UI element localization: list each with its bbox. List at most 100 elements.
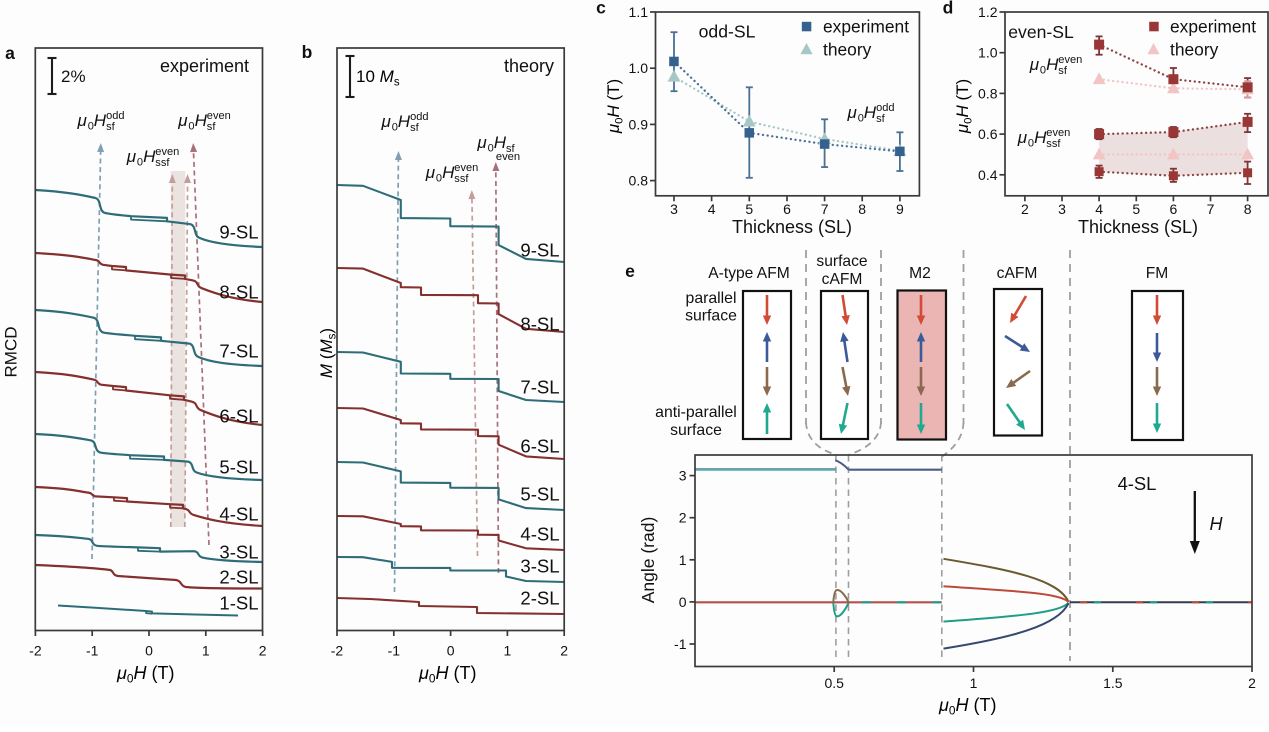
svg-text:9-SL: 9-SL <box>219 222 258 243</box>
svg-text:Thickness (SL): Thickness (SL) <box>1078 217 1198 237</box>
svg-text:a: a <box>5 43 15 63</box>
svg-text:7: 7 <box>821 201 829 217</box>
svg-text:1-SL: 1-SL <box>219 593 258 614</box>
svg-text:odd-SL: odd-SL <box>699 22 756 42</box>
svg-text:0: 0 <box>392 121 398 133</box>
svg-text:μ: μ <box>381 112 392 131</box>
svg-text:H: H <box>1210 514 1224 534</box>
svg-text:0: 0 <box>488 142 494 154</box>
svg-text:M (Ms): M (Ms) <box>317 328 339 378</box>
svg-text:4: 4 <box>708 201 716 217</box>
svg-text:8-SL: 8-SL <box>520 314 559 335</box>
svg-text:0: 0 <box>1028 137 1034 149</box>
svg-text:μ: μ <box>847 103 858 122</box>
svg-text:sf: sf <box>106 121 116 133</box>
svg-text:anti-parallel: anti-parallel <box>655 404 737 421</box>
svg-text:6: 6 <box>783 201 791 217</box>
svg-text:H: H <box>864 103 877 122</box>
svg-text:7: 7 <box>1207 201 1215 217</box>
svg-text:0.5: 0.5 <box>824 675 844 691</box>
svg-text:0: 0 <box>679 594 687 610</box>
svg-text:3: 3 <box>670 201 678 217</box>
svg-text:0: 0 <box>137 156 143 168</box>
svg-text:parallel: parallel <box>686 290 737 307</box>
svg-text:7-SL: 7-SL <box>520 377 559 398</box>
svg-text:μ0H (T): μ0H (T) <box>418 663 476 686</box>
svg-text:0.4: 0.4 <box>978 167 998 183</box>
svg-text:H: H <box>398 112 411 131</box>
svg-text:0.9: 0.9 <box>629 116 649 132</box>
svg-text:RMCD: RMCD <box>2 327 21 378</box>
svg-text:2-SL: 2-SL <box>520 588 559 609</box>
svg-text:H: H <box>494 133 507 152</box>
svg-text:experiment: experiment <box>823 17 909 37</box>
svg-text:ssf: ssf <box>155 157 170 169</box>
svg-text:-1: -1 <box>388 643 401 659</box>
svg-text:1.5: 1.5 <box>1103 675 1123 691</box>
svg-text:FM: FM <box>1146 265 1169 282</box>
svg-text:2-SL: 2-SL <box>219 567 258 588</box>
svg-text:0.6: 0.6 <box>978 126 998 142</box>
svg-text:cAFM: cAFM <box>822 271 863 288</box>
svg-text:e: e <box>625 261 635 281</box>
svg-text:0.8: 0.8 <box>629 173 649 189</box>
svg-text:sf: sf <box>410 122 420 134</box>
svg-text:3-SL: 3-SL <box>219 542 258 563</box>
svg-text:Thickness (SL): Thickness (SL) <box>732 217 852 237</box>
svg-text:d: d <box>943 0 954 18</box>
svg-text:9: 9 <box>896 201 904 217</box>
svg-text:8: 8 <box>858 201 866 217</box>
svg-text:5-SL: 5-SL <box>219 457 258 478</box>
svg-text:1: 1 <box>504 643 512 659</box>
svg-text:3: 3 <box>1058 201 1066 217</box>
svg-text:0: 0 <box>188 120 194 132</box>
svg-text:0.8: 0.8 <box>978 85 998 101</box>
svg-text:H: H <box>195 111 208 130</box>
svg-text:μ0H (T): μ0H (T) <box>953 79 974 134</box>
svg-text:μ: μ <box>126 147 137 166</box>
svg-text:3: 3 <box>679 468 687 484</box>
svg-text:M2: M2 <box>909 265 931 282</box>
svg-text:6-SL: 6-SL <box>219 406 258 427</box>
svg-text:10 Ms: 10 Ms <box>356 67 400 89</box>
svg-text:surface: surface <box>816 253 867 270</box>
svg-text:0: 0 <box>1040 64 1046 76</box>
svg-text:μ: μ <box>476 133 487 152</box>
svg-text:1.1: 1.1 <box>629 4 649 20</box>
svg-text:A-type AFM: A-type AFM <box>708 265 789 282</box>
svg-text:8-SL: 8-SL <box>219 282 258 303</box>
svg-text:0: 0 <box>145 643 153 659</box>
svg-text:even: even <box>207 110 231 122</box>
svg-text:5-SL: 5-SL <box>520 484 559 505</box>
svg-text:odd: odd <box>106 110 124 122</box>
svg-text:1.0: 1.0 <box>629 60 649 76</box>
svg-text:2%: 2% <box>61 67 86 86</box>
svg-text:0: 0 <box>436 172 442 184</box>
svg-text:sf: sf <box>876 113 886 125</box>
svg-text:theory: theory <box>1170 40 1219 60</box>
svg-text:even: even <box>496 151 520 163</box>
svg-text:cAFM: cAFM <box>997 265 1038 282</box>
svg-text:-2: -2 <box>29 643 42 659</box>
svg-text:even: even <box>1058 54 1082 66</box>
svg-text:odd: odd <box>410 111 428 123</box>
svg-text:even-SL: even-SL <box>1008 22 1074 42</box>
svg-text:even: even <box>454 162 478 174</box>
svg-text:μ0H (T): μ0H (T) <box>116 663 174 686</box>
svg-text:2: 2 <box>1021 201 1029 217</box>
svg-text:odd: odd <box>876 102 894 114</box>
svg-text:-1: -1 <box>674 636 687 652</box>
svg-text:0: 0 <box>447 643 455 659</box>
svg-text:3-SL: 3-SL <box>520 556 559 577</box>
svg-text:1.2: 1.2 <box>978 4 998 20</box>
svg-text:4-SL: 4-SL <box>1118 473 1157 494</box>
svg-text:theory: theory <box>823 40 872 60</box>
svg-text:5: 5 <box>745 201 753 217</box>
svg-text:μ: μ <box>1029 55 1040 74</box>
svg-text:surface: surface <box>685 308 737 325</box>
svg-text:1: 1 <box>679 552 687 568</box>
svg-text:μ: μ <box>425 163 436 182</box>
svg-text:-1: -1 <box>86 643 99 659</box>
svg-text:μ: μ <box>1017 128 1028 147</box>
svg-text:even: even <box>1046 127 1070 139</box>
